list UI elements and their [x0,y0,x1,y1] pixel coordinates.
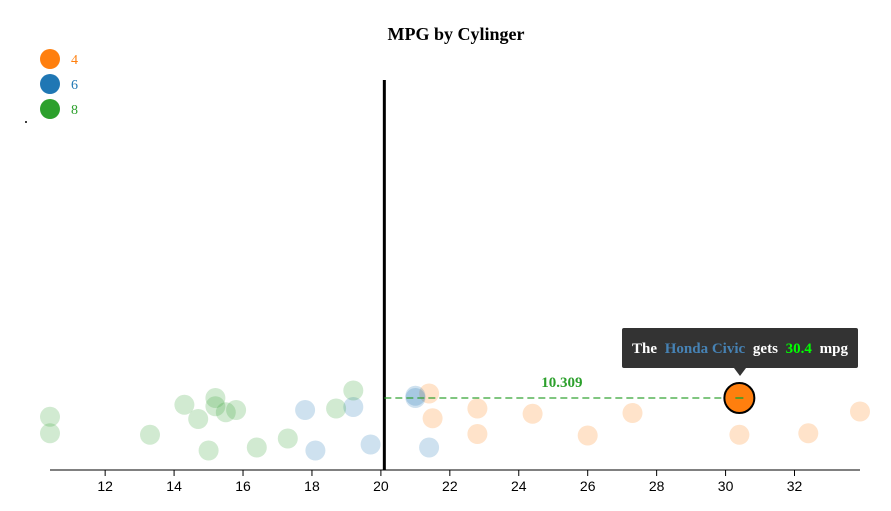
point-cyl-6[interactable] [343,397,364,417]
tooltip-mpg-value: 30.4 [786,341,813,357]
point-cyl-8[interactable] [205,396,226,417]
point-cyl-8[interactable] [174,394,195,415]
legend-label-4: 4 [71,53,78,68]
point-cyl-4[interactable] [522,403,543,424]
x-tick-label: 20 [373,478,389,494]
chart-title: MPG by Cylinger [388,24,525,44]
data-points [40,380,870,461]
point-cyl-8[interactable] [40,406,60,427]
x-tick-label: 14 [166,478,182,494]
x-axis: 12 14 16 18 20 22 24 26 28 30 32 [50,469,860,494]
point-cyl-4[interactable] [729,424,750,445]
point-cyl-6[interactable] [405,385,426,406]
x-tick-label: 22 [442,478,458,494]
point-cyl-4[interactable] [422,408,443,429]
x-tick-label: 12 [97,478,113,494]
legend: 4 6 8 [40,49,78,119]
tooltip-car-name: Honda Civic [665,341,746,357]
point-cyl-8[interactable] [188,409,209,429]
x-tick-label: 30 [718,478,734,494]
point-cyl-8[interactable] [343,380,364,401]
point-cyl-6[interactable] [405,388,426,408]
point-cyl-8[interactable] [246,437,267,458]
point-cyl-6[interactable] [295,400,316,420]
legend-label-8: 8 [71,103,78,118]
x-tick-label: 24 [511,478,527,494]
tooltip: The Honda Civic gets 30.4 mpg [622,328,858,376]
point-cyl-8[interactable] [226,400,247,420]
tooltip-middle: gets [753,341,778,357]
tooltip-suffix: mpg [820,341,849,357]
stray-dot [25,121,27,123]
tooltip-text: The Honda Civic gets 30.4 mpg [632,341,849,357]
difference-label: 10.309 [541,375,582,391]
tooltip-pointer [734,368,746,376]
tooltip-box [622,328,858,368]
point-cyl-8[interactable] [326,398,347,419]
point-cyl-8[interactable] [198,440,219,461]
legend-swatch-8 [40,99,60,119]
x-tick-label: 16 [235,478,251,494]
point-cyl-4[interactable] [850,401,870,422]
legend-swatch-6 [40,74,60,94]
point-cyl-4[interactable] [577,425,598,446]
highlight-point-group[interactable] [723,382,756,414]
x-tick-label: 18 [304,478,320,494]
point-cyl-6[interactable] [305,440,326,461]
point-cyl-4[interactable] [622,403,643,423]
legend-swatch-4 [40,49,60,69]
point-cyl-8[interactable] [40,423,60,444]
x-tick-label: 28 [649,478,665,494]
legend-label-6: 6 [71,78,78,93]
point-cyl-6[interactable] [360,434,381,455]
point-cyl-4[interactable] [467,398,488,419]
x-tick-label: 32 [787,478,803,494]
point-cyl-8[interactable] [140,424,160,445]
point-cyl-4[interactable] [467,424,488,444]
point-cyl-8[interactable] [205,388,226,408]
point-cyl-6[interactable] [419,437,440,458]
point-cyl-4[interactable] [798,423,819,444]
point-cyl-8[interactable] [277,428,298,449]
tooltip-prefix: The [632,341,657,357]
x-tick-label: 26 [580,478,596,494]
point-cyl-8[interactable] [215,402,236,423]
